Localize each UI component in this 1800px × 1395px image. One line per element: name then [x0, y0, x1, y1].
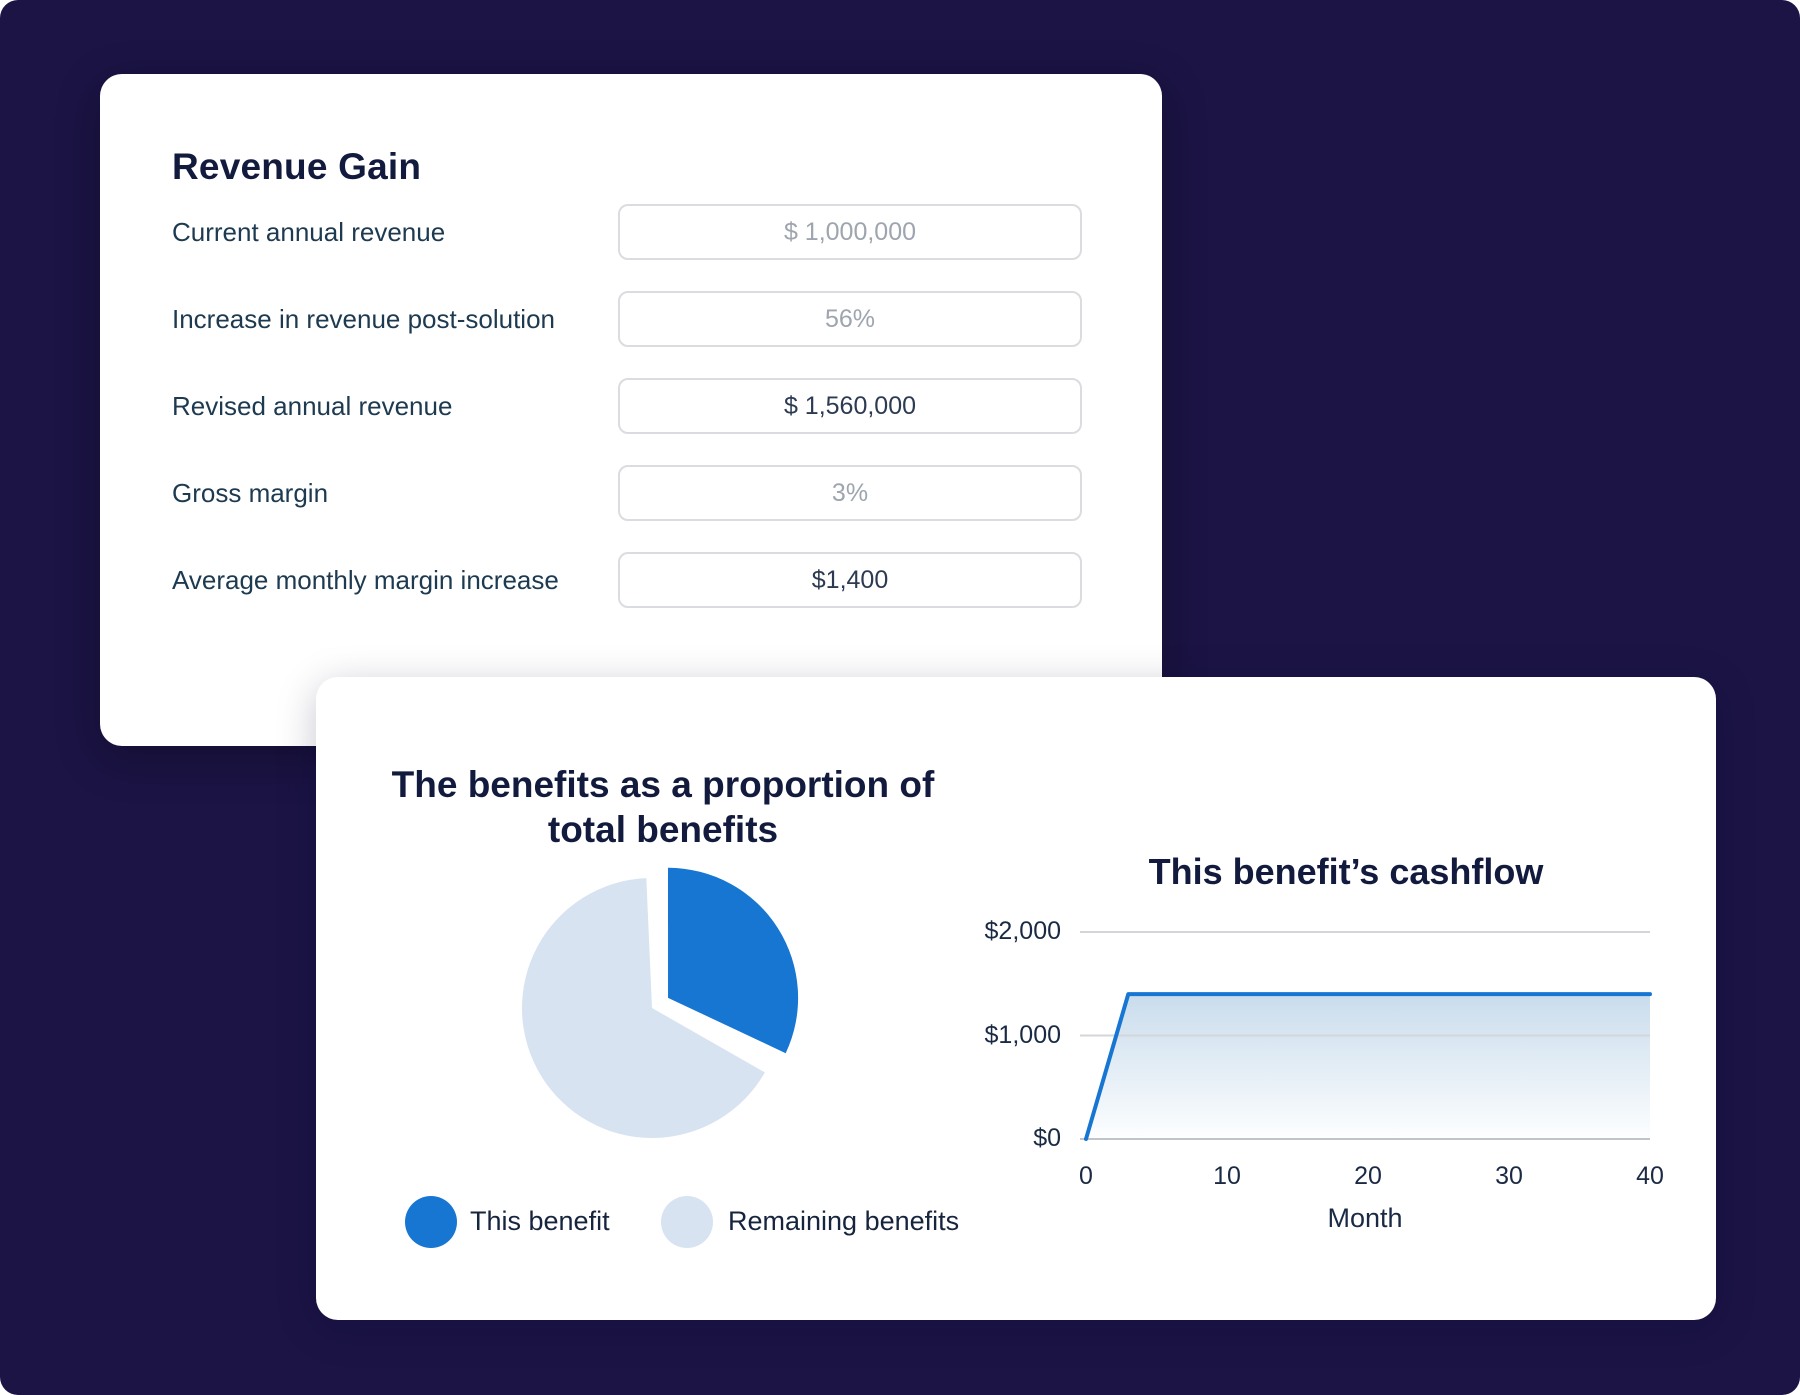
- x-axis-tick-20: 20: [1354, 1162, 1382, 1190]
- y-axis-tick-0: $0: [1033, 1124, 1061, 1152]
- field-label: Average monthly margin increase: [172, 564, 559, 595]
- benefit-charts-card: The benefits as a proportion of total be…: [316, 677, 1716, 1320]
- field-label: Revised annual revenue: [172, 390, 453, 421]
- x-axis-tick-0: 0: [1079, 1162, 1093, 1190]
- pie-slice-remaining-benefits: [521, 878, 765, 1138]
- legend-label-this-benefit: This benefit: [470, 1206, 610, 1236]
- legend-dot-this-benefit: [405, 1196, 457, 1248]
- x-axis-tick-10: 10: [1213, 1162, 1241, 1190]
- cashflow-area-fill: [1086, 994, 1650, 1139]
- legend-dot-remaining-benefits: [661, 1196, 713, 1248]
- current-annual-revenue-input[interactable]: [618, 204, 1082, 260]
- legend-label-remaining-benefits: Remaining benefits: [728, 1206, 960, 1236]
- cashflow-line: [1084, 992, 1652, 1141]
- x-axis-tick-30: 30: [1495, 1162, 1523, 1190]
- pie-chart-title: The benefits as a proportion of total be…: [391, 763, 935, 850]
- x-axis-tick-40: 40: [1636, 1162, 1664, 1190]
- revenue-gain-card: Revenue Gain Current annual revenue Incr…: [100, 74, 1162, 746]
- field-row-revenue-increase: Increase in revenue post-solution: [172, 291, 1082, 347]
- y-axis-tick-1000: $1,000: [984, 1021, 1061, 1049]
- field-label: Increase in revenue post-solution: [172, 303, 556, 334]
- field-row-monthly-margin-increase: Average monthly margin increase: [172, 552, 1082, 608]
- revised-annual-revenue-input[interactable]: [618, 378, 1082, 434]
- revenue-increase-input[interactable]: [618, 291, 1082, 347]
- field-row-current-annual-revenue: Current annual revenue: [172, 204, 1082, 260]
- gross-margin-input[interactable]: [618, 465, 1082, 521]
- pie-slice-this-benefit: [668, 867, 799, 1054]
- field-label: Current annual revenue: [172, 216, 446, 247]
- monthly-margin-increase-input[interactable]: [618, 552, 1082, 608]
- field-row-gross-margin: Gross margin: [172, 465, 1082, 521]
- revenue-card-title: Revenue Gain: [172, 145, 422, 187]
- field-row-revised-annual-revenue: Revised annual revenue: [172, 378, 1082, 434]
- cashflow-chart-title: This benefit’s cashflow: [1148, 850, 1544, 892]
- field-label: Gross margin: [172, 477, 329, 508]
- y-axis-tick-2000: $2,000: [984, 917, 1061, 945]
- x-axis-title: Month: [1327, 1203, 1403, 1233]
